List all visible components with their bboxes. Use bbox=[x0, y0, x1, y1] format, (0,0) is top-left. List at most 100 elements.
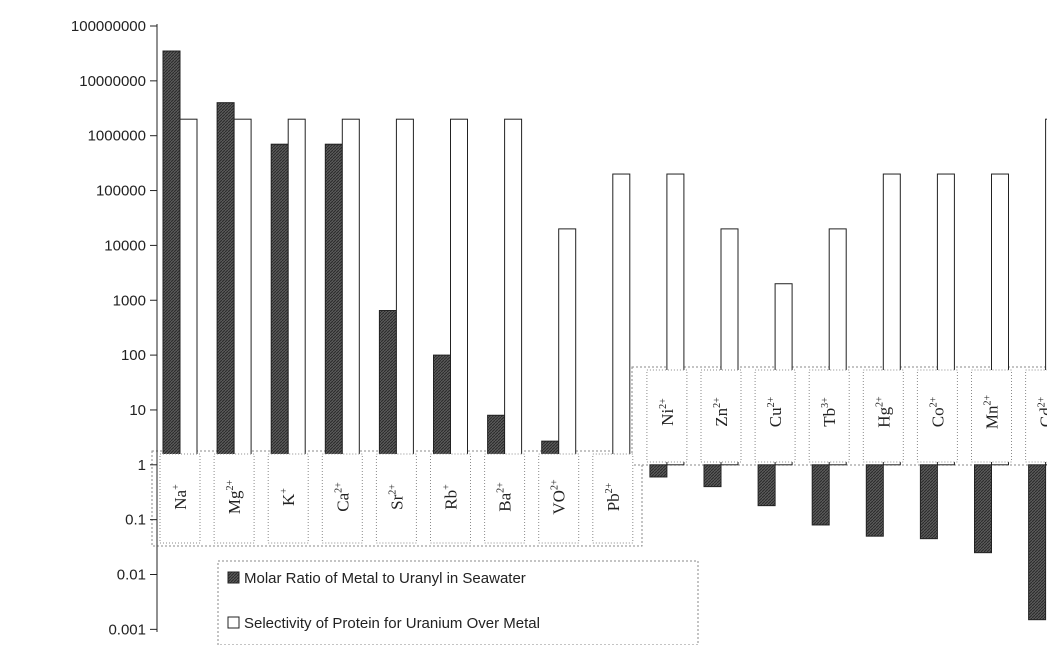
bar-selectivity bbox=[612, 173, 631, 466]
category-label-cell bbox=[971, 369, 1012, 463]
category-label-charge: 3+ bbox=[820, 397, 831, 408]
bar-selectivity bbox=[450, 118, 468, 466]
category-label-element: Co bbox=[928, 407, 947, 427]
category-label: VO2+ bbox=[550, 479, 569, 515]
category-label-element: Cd bbox=[1037, 407, 1047, 427]
category-label-cell bbox=[538, 453, 580, 544]
category-label-element: Pb bbox=[604, 493, 623, 511]
category-label-charge: + bbox=[171, 484, 182, 490]
category-label-charge: 2+ bbox=[928, 396, 939, 407]
bars bbox=[162, 50, 1047, 621]
y-ticks: 100000000 10000000 1000000 100000 10000 1000 1… bbox=[71, 18, 157, 638]
category-label: Ni2+ bbox=[658, 398, 677, 426]
category-label-element: Cu bbox=[766, 407, 785, 427]
bar-molar-ratio bbox=[433, 354, 451, 466]
category-label-element: Ba bbox=[496, 492, 515, 511]
category-label: K+ bbox=[279, 488, 298, 506]
bar-molar-ratio bbox=[703, 464, 722, 488]
category-label-cell bbox=[213, 453, 255, 544]
bar-selectivity bbox=[558, 228, 577, 466]
category-label-element: Rb bbox=[442, 490, 461, 510]
bar-selectivity bbox=[504, 118, 523, 466]
category-label-element: Tb bbox=[820, 408, 839, 427]
category-label-charge: + bbox=[442, 484, 453, 490]
category-label-charge: 2+ bbox=[496, 482, 507, 493]
category-label-cell bbox=[484, 453, 526, 544]
category-label-charge: 2+ bbox=[874, 396, 885, 407]
category-label-element: K bbox=[279, 493, 298, 506]
category-label: Sr2+ bbox=[387, 484, 406, 510]
category-label: Rb+ bbox=[442, 484, 461, 510]
bar-molar-ratio bbox=[919, 464, 938, 540]
category-label-element: Mn bbox=[983, 405, 1002, 429]
category-label-cell bbox=[159, 453, 201, 544]
category-label-charge: 2+ bbox=[387, 484, 398, 495]
category-label-cell bbox=[321, 453, 363, 544]
bar-molar-ratio bbox=[974, 464, 992, 554]
category-label-element: Ca bbox=[333, 492, 352, 511]
category-label: Pb2+ bbox=[604, 482, 623, 511]
y-tick-label: 10 bbox=[129, 402, 146, 419]
category-label: Co2+ bbox=[928, 396, 947, 427]
bar-selectivity bbox=[287, 118, 306, 466]
bar-molar-ratio bbox=[757, 464, 776, 507]
category-label-cell bbox=[916, 369, 958, 463]
category-label-element: Zn bbox=[712, 407, 731, 426]
category-label-charge: 2+ bbox=[766, 396, 777, 407]
bar-molar-ratio bbox=[270, 143, 289, 466]
category-label-cell bbox=[430, 453, 471, 544]
y-tick-label: 1000 bbox=[113, 292, 146, 309]
bar-molar-ratio bbox=[865, 464, 884, 537]
category-labels: Na+Mg2+K+Ca2+Sr2+Rb+Ba2+VO2+Pb2+Ni2+Zn2+… bbox=[159, 369, 1047, 544]
category-label-cell bbox=[862, 369, 904, 463]
legend-label-selectivity: Selectivity of Protein for Uranium Over … bbox=[244, 615, 540, 632]
category-label-charge: 2+ bbox=[333, 482, 344, 493]
category-label: Cu2+ bbox=[766, 396, 785, 427]
category-label-element: Sr bbox=[387, 494, 406, 509]
y-tick-label: 10000000 bbox=[79, 73, 146, 90]
category-label: Ba2+ bbox=[496, 482, 515, 512]
category-label-charge: 2+ bbox=[712, 397, 723, 408]
y-tick-label: 0.001 bbox=[108, 621, 146, 638]
category-label-cell bbox=[754, 369, 796, 463]
category-label: Zn2+ bbox=[712, 397, 731, 427]
category-label-element: Na bbox=[171, 489, 190, 509]
bar-molar-ratio bbox=[811, 464, 830, 526]
category-label-element: VO bbox=[550, 490, 569, 515]
category-label-cell bbox=[808, 369, 850, 463]
legend: Molar Ratio of Metal to Uranyl in Seawat… bbox=[217, 560, 699, 645]
category-label: Tb3+ bbox=[820, 397, 839, 427]
bar-molar-ratio bbox=[1028, 464, 1047, 621]
category-label: Na+ bbox=[171, 484, 190, 510]
category-label-cell bbox=[646, 369, 688, 463]
bar-selectivity bbox=[233, 118, 252, 466]
category-label: Hg2+ bbox=[874, 396, 893, 428]
bar-molar-ratio bbox=[378, 310, 397, 466]
y-tick-label: 1000000 bbox=[88, 128, 146, 145]
category-label-element: Ni bbox=[658, 409, 677, 426]
y-tick-label: 0.1 bbox=[125, 512, 146, 529]
category-label: Mn2+ bbox=[983, 395, 1002, 430]
legend-label-molar-ratio: Molar Ratio of Metal to Uranyl in Seawat… bbox=[244, 570, 526, 587]
bar-molar-ratio bbox=[216, 102, 235, 466]
bar-molar-ratio bbox=[324, 143, 343, 466]
category-label-charge: 2+ bbox=[225, 480, 236, 491]
y-tick-label: 100 bbox=[121, 347, 146, 364]
y-tick-label: 0.01 bbox=[117, 567, 146, 584]
y-tick-label: 10000 bbox=[104, 237, 146, 254]
category-label: Ca2+ bbox=[333, 482, 352, 512]
category-label-cell bbox=[267, 453, 309, 544]
category-label-charge: 2+ bbox=[604, 482, 615, 493]
bar-selectivity bbox=[179, 118, 198, 466]
category-label: Cd2+ bbox=[1037, 396, 1047, 427]
y-tick-label: 100000 bbox=[96, 183, 146, 200]
legend-swatch-molar-ratio bbox=[227, 571, 240, 584]
bar-selectivity bbox=[395, 118, 414, 466]
bar-selectivity bbox=[341, 118, 360, 466]
category-label-element: Mg bbox=[225, 490, 244, 514]
y-tick-label: 1 bbox=[138, 457, 146, 474]
category-label: Mg2+ bbox=[225, 480, 244, 515]
category-label-cell bbox=[1025, 369, 1047, 463]
category-label-element: Hg bbox=[874, 406, 893, 427]
